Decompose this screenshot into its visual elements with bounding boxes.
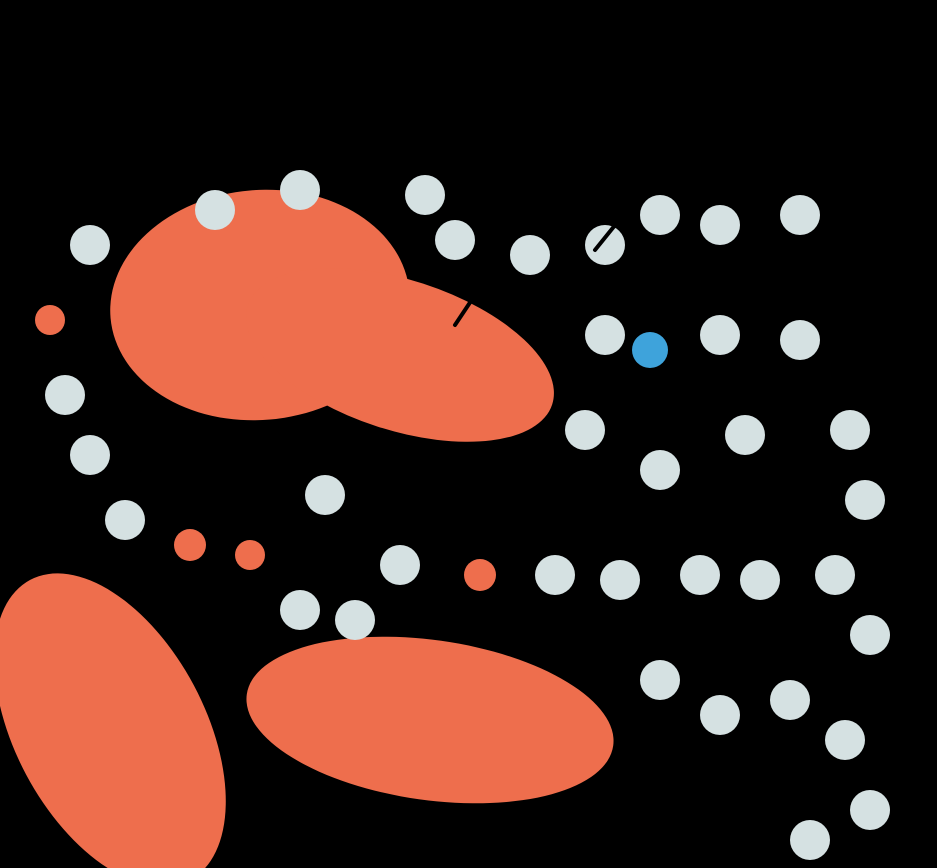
accent-dot — [174, 529, 206, 561]
pale-dot — [585, 225, 625, 265]
accent-dot — [632, 332, 668, 368]
pale-dot — [565, 410, 605, 450]
pale-dot — [640, 195, 680, 235]
pale-dot — [680, 555, 720, 595]
pale-dot — [600, 560, 640, 600]
pale-dot — [640, 660, 680, 700]
pale-dot — [70, 225, 110, 265]
pale-dot — [700, 695, 740, 735]
pale-dot — [585, 315, 625, 355]
pale-dot — [815, 555, 855, 595]
pale-dot — [280, 170, 320, 210]
shape-bottom-mid — [236, 615, 625, 825]
pale-dot — [405, 175, 445, 215]
pale-dot — [700, 315, 740, 355]
shape-bottom-left — [0, 535, 274, 868]
pale-dot — [830, 410, 870, 450]
pale-dot — [725, 415, 765, 455]
pale-dot — [535, 555, 575, 595]
accent-dot — [35, 305, 65, 335]
pale-dot — [700, 205, 740, 245]
pale-dot — [850, 790, 890, 830]
pale-dot — [770, 680, 810, 720]
pale-dot — [195, 190, 235, 230]
pale-dot — [780, 195, 820, 235]
pale-dot — [380, 545, 420, 585]
accent-dot — [235, 540, 265, 570]
pale-dot — [510, 235, 550, 275]
pale-dot — [740, 560, 780, 600]
pale-dot — [435, 220, 475, 260]
pale-dot — [105, 500, 145, 540]
pale-dot — [45, 375, 85, 415]
pale-dot — [850, 615, 890, 655]
large-ellipses — [0, 177, 624, 868]
accent-dot — [464, 559, 496, 591]
diagram-canvas — [0, 0, 937, 868]
pale-dot — [845, 480, 885, 520]
pale-dot — [790, 820, 830, 860]
pale-dot — [70, 435, 110, 475]
pale-dot — [825, 720, 865, 760]
pale-dot — [640, 450, 680, 490]
pale-dot — [780, 320, 820, 360]
pale-dot — [305, 475, 345, 515]
pale-dot — [335, 600, 375, 640]
pale-dot — [280, 590, 320, 630]
